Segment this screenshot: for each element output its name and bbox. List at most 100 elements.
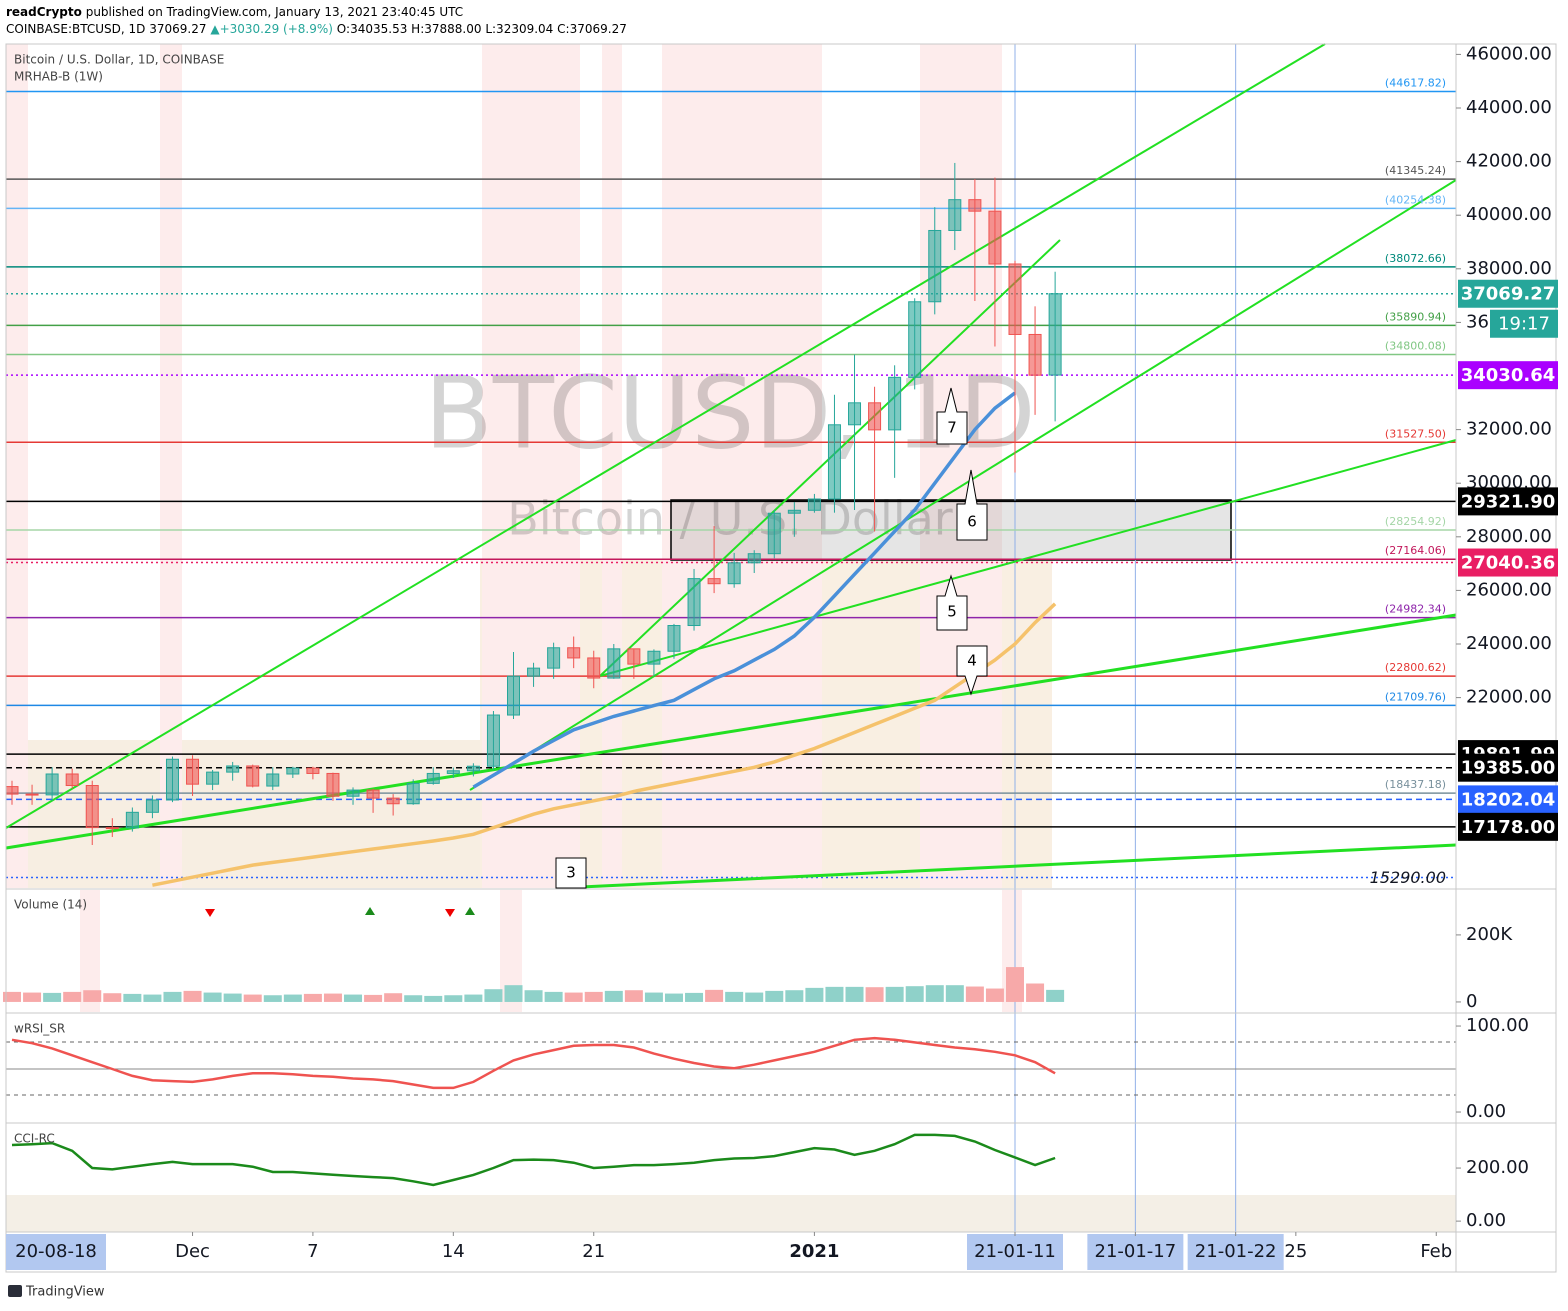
volume-bar: [845, 986, 864, 1002]
volume-bar: [83, 990, 102, 1002]
candle-body: [607, 648, 621, 679]
candle-body: [386, 797, 400, 805]
candle-body: [246, 765, 260, 787]
candle-body: [125, 811, 139, 829]
candle-body: [707, 578, 721, 585]
level-label: (38072.66): [1385, 252, 1446, 265]
volume-bar: [123, 993, 142, 1002]
candle-body: [186, 758, 200, 785]
moving-average: [472, 391, 1017, 789]
candle-body: [787, 509, 801, 514]
pane-title: wRSI_SR: [14, 1022, 65, 1036]
header-line: readCrypto published on TradingView.com,…: [6, 5, 463, 19]
volume-bar: [725, 991, 744, 1002]
candle-body: [25, 793, 39, 796]
y-tick-label: 24000.00: [1466, 633, 1552, 654]
author: readCrypto: [6, 5, 82, 19]
candle-body: [948, 199, 962, 231]
last: 37069.27: [149, 22, 206, 36]
candle-body: [848, 402, 862, 426]
volume-bar: [785, 990, 804, 1002]
volume-bar: [444, 995, 463, 1002]
header-line: COINBASE:BTCUSD, 1D 37069.27 ▲+3030.29 (…: [6, 22, 627, 36]
x-tick-label: 7: [307, 1241, 318, 1262]
volume-bar: [43, 992, 62, 1002]
level-label: (35890.94): [1385, 310, 1446, 323]
level-label: (41345.24): [1385, 164, 1446, 177]
volume-bar: [103, 993, 122, 1002]
candle-body: [145, 799, 159, 813]
candle-body: [486, 714, 500, 767]
trendlines: [5, 43, 1457, 890]
candle-body: [747, 553, 761, 564]
candle-body: [105, 827, 119, 830]
volume-bar: [644, 992, 663, 1002]
volume-bar: [203, 992, 222, 1002]
volume-bar: [23, 992, 42, 1002]
moving-average: [152, 602, 1057, 887]
volume-bar: [624, 990, 643, 1002]
candle-body: [567, 647, 581, 659]
candle-body: [466, 765, 480, 772]
indicator-line: [11, 1036, 1056, 1090]
footer-brand: TradingView: [25, 1285, 105, 1300]
candle-body: [426, 772, 440, 784]
candle-body: [306, 767, 320, 774]
volume-bar: [504, 985, 523, 1002]
x-tick-label: Dec: [175, 1241, 210, 1262]
callout-label: 5: [947, 603, 957, 621]
volume-bar: [604, 990, 623, 1002]
pane-title: Volume (14): [14, 898, 87, 912]
price-label: 37069.27: [1461, 284, 1556, 305]
watermark-subtitle: Bitcoin / U.S. Dollar: [507, 492, 953, 546]
volume-bar: [745, 992, 764, 1002]
candle-body: [888, 376, 902, 431]
candle-body: [85, 785, 99, 829]
footer: TradingView: [8, 1285, 105, 1300]
backgrounds: [6, 44, 1456, 1232]
volume-bar: [805, 987, 824, 1002]
countdown-box: [1490, 309, 1558, 338]
volume-bar: [965, 986, 984, 1002]
level-label: (18437.18): [1385, 778, 1446, 791]
candle-body: [226, 765, 240, 773]
price-label: 27040.36: [1461, 553, 1556, 574]
pane-title: Bitcoin / U.S. Dollar, 1D, COINBASE: [14, 53, 224, 67]
symbol: COINBASE:BTCUSD, 1D: [6, 22, 145, 36]
candle-body: [406, 782, 420, 805]
candle-body: [446, 770, 460, 774]
trendline: [469, 179, 1457, 791]
x-tick-label: 14: [442, 1241, 465, 1262]
x-tick-label: 21-01-11: [974, 1241, 1056, 1262]
plot: (44617.82) (41345.24) (40254.38) (38072.66)…: [3, 76, 1446, 1187]
volume-bar: [524, 990, 543, 1002]
volume-bar: [143, 994, 162, 1002]
pane-title: CCI-RC: [14, 1132, 55, 1146]
candle-body: [527, 667, 541, 677]
price-label-box: [1458, 279, 1558, 308]
callouts: 3 4 5 6 7: [555, 387, 988, 889]
volume-bar: [303, 993, 322, 1002]
y-tick-label: 100.00: [1466, 1015, 1529, 1036]
volume-bar: [63, 991, 82, 1002]
x-tick-label: 21: [582, 1241, 605, 1262]
y-tick-label: 32000.00: [1466, 419, 1552, 440]
outer-border: [5, 43, 1557, 1273]
x-tick-box: [1187, 1234, 1284, 1270]
shade: [500, 890, 522, 1012]
watermark-title: BTCUSD, 1D: [424, 354, 1036, 471]
ohlc-high: H:37888.00: [411, 22, 481, 36]
ohlc-open: O:34035.53: [337, 22, 408, 36]
watermark: BTCUSD, 1D Bitcoin / U.S. Dollar: [424, 354, 1036, 545]
candle-body: [827, 424, 841, 500]
volume-bar: [1046, 989, 1065, 1002]
callout-label: 4: [967, 652, 977, 670]
volume-bar: [945, 985, 964, 1002]
volume-bar: [283, 994, 302, 1002]
candle-body: [1048, 293, 1062, 376]
volume-bar: [584, 991, 603, 1002]
y-tick-label: 0: [1466, 991, 1477, 1012]
candle-body: [1008, 263, 1022, 335]
level-label: (24982.34): [1385, 603, 1446, 616]
